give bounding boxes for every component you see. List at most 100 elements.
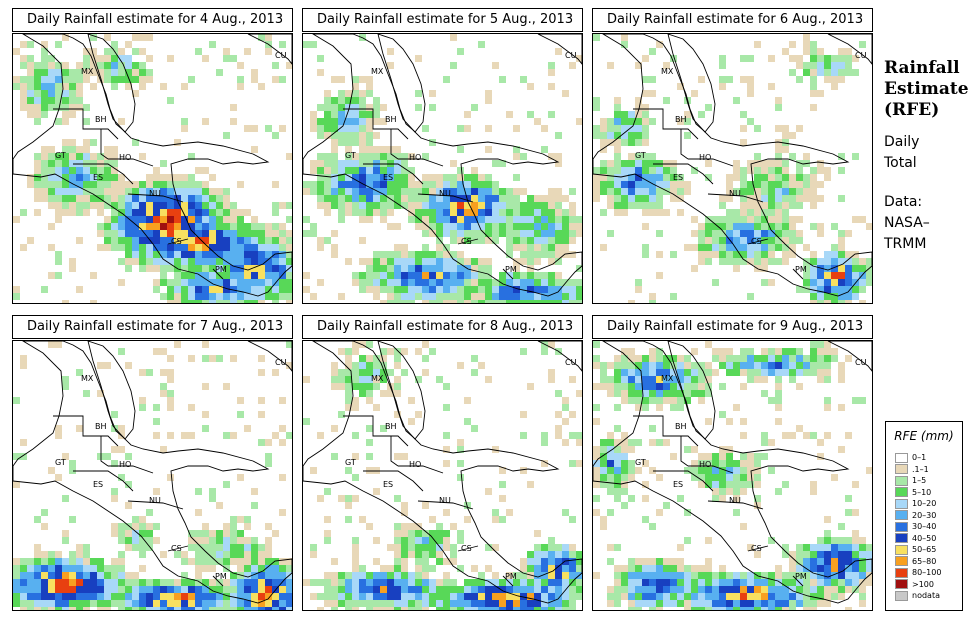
rain-cell — [422, 293, 429, 300]
rain-cell — [401, 502, 408, 509]
rain-cell — [726, 481, 733, 488]
rain-cell — [97, 55, 104, 62]
rain-cell — [181, 558, 188, 565]
rain-cell — [230, 223, 237, 230]
rain-cell — [331, 146, 338, 153]
rain-cell — [705, 537, 712, 544]
rain-cell — [394, 383, 401, 390]
rain-cell — [160, 265, 167, 272]
panel-title: Daily Rainfall estimate for 5 Aug., 2013 — [302, 8, 583, 32]
rain-cell — [698, 453, 705, 460]
rain-cell — [663, 502, 670, 509]
rain-cell — [705, 579, 712, 586]
rain-cell — [373, 600, 380, 607]
rain-cell — [670, 55, 677, 62]
rain-cell — [754, 593, 761, 600]
rain-cell — [394, 167, 401, 174]
rain-cell — [747, 230, 754, 237]
rain-cell — [90, 160, 97, 167]
rain-cell — [534, 216, 541, 223]
rain-cell — [782, 586, 789, 593]
rain-cell — [422, 502, 429, 509]
rain-cell — [202, 188, 209, 195]
rain-cell — [761, 369, 768, 376]
rain-cell — [593, 495, 600, 502]
rain-cell — [621, 181, 628, 188]
rain-cell — [125, 593, 132, 600]
rain-cell — [223, 551, 230, 558]
rain-cell — [20, 439, 27, 446]
rain-cell — [663, 593, 670, 600]
rain-cell — [251, 251, 258, 258]
rain-cell — [352, 579, 359, 586]
rain-cell — [761, 265, 768, 272]
rain-cell — [436, 209, 443, 216]
rain-cell — [422, 558, 429, 565]
rain-cell — [614, 111, 621, 118]
rain-cell — [457, 174, 464, 181]
rain-cell — [628, 167, 635, 174]
rain-cell — [244, 425, 251, 432]
rain-cell — [104, 202, 111, 209]
rain-cell — [139, 237, 146, 244]
rain-cell — [387, 572, 394, 579]
rain-cell — [464, 188, 471, 195]
rain-cell — [817, 286, 824, 293]
country-border — [373, 435, 409, 447]
rain-cell — [719, 495, 726, 502]
rain-cell — [104, 586, 111, 593]
map-panel-5: Daily Rainfall estimate for 8 Aug., 2013… — [302, 315, 583, 611]
rain-cell — [845, 509, 852, 516]
rain-cell — [258, 572, 265, 579]
rain-cell — [450, 523, 457, 530]
rain-cell — [698, 600, 705, 607]
country-label: BH — [385, 422, 397, 431]
rain-cell — [366, 286, 373, 293]
rain-cell — [48, 341, 55, 348]
rain-cell — [464, 286, 471, 293]
rain-cell — [216, 607, 223, 610]
rain-cell — [555, 209, 562, 216]
rain-cell — [317, 55, 324, 62]
rain-cell — [471, 181, 478, 188]
rain-cell — [310, 467, 317, 474]
rain-cell — [167, 258, 174, 265]
rain-cell — [422, 286, 429, 293]
rain-cell — [111, 446, 118, 453]
rain-cell — [76, 90, 83, 97]
rain-cell — [663, 383, 670, 390]
rain-cell — [513, 300, 520, 303]
rain-cell — [747, 376, 754, 383]
rain-cell — [160, 83, 167, 90]
rain-cell — [237, 251, 244, 258]
rain-cell — [726, 258, 733, 265]
rain-cell — [621, 369, 628, 376]
rain-cell — [740, 230, 747, 237]
rain-cell — [97, 230, 104, 237]
rain-cell — [649, 174, 656, 181]
rain-cell — [649, 565, 656, 572]
rain-cell — [265, 523, 272, 530]
rain-cell — [202, 272, 209, 279]
rain-cell — [789, 223, 796, 230]
rain-cell — [775, 572, 782, 579]
rain-cell — [838, 237, 845, 244]
rain-cell — [258, 34, 265, 41]
rain-cell — [359, 600, 366, 607]
rain-cell — [216, 586, 223, 593]
legend-item: 1–5 — [895, 475, 926, 486]
rain-cell — [534, 607, 541, 610]
rain-cell — [457, 181, 464, 188]
rain-cell — [513, 293, 520, 300]
rain-cell — [366, 188, 373, 195]
rain-cell — [104, 453, 111, 460]
rain-cell — [125, 258, 132, 265]
rain-cell — [499, 160, 506, 167]
rain-cell — [380, 146, 387, 153]
rain-cell — [111, 579, 118, 586]
rain-cell — [27, 593, 34, 600]
rain-cell — [852, 558, 859, 565]
rain-cell — [656, 167, 663, 174]
cuba-coast — [537, 34, 582, 65]
rain-cell — [223, 607, 230, 610]
